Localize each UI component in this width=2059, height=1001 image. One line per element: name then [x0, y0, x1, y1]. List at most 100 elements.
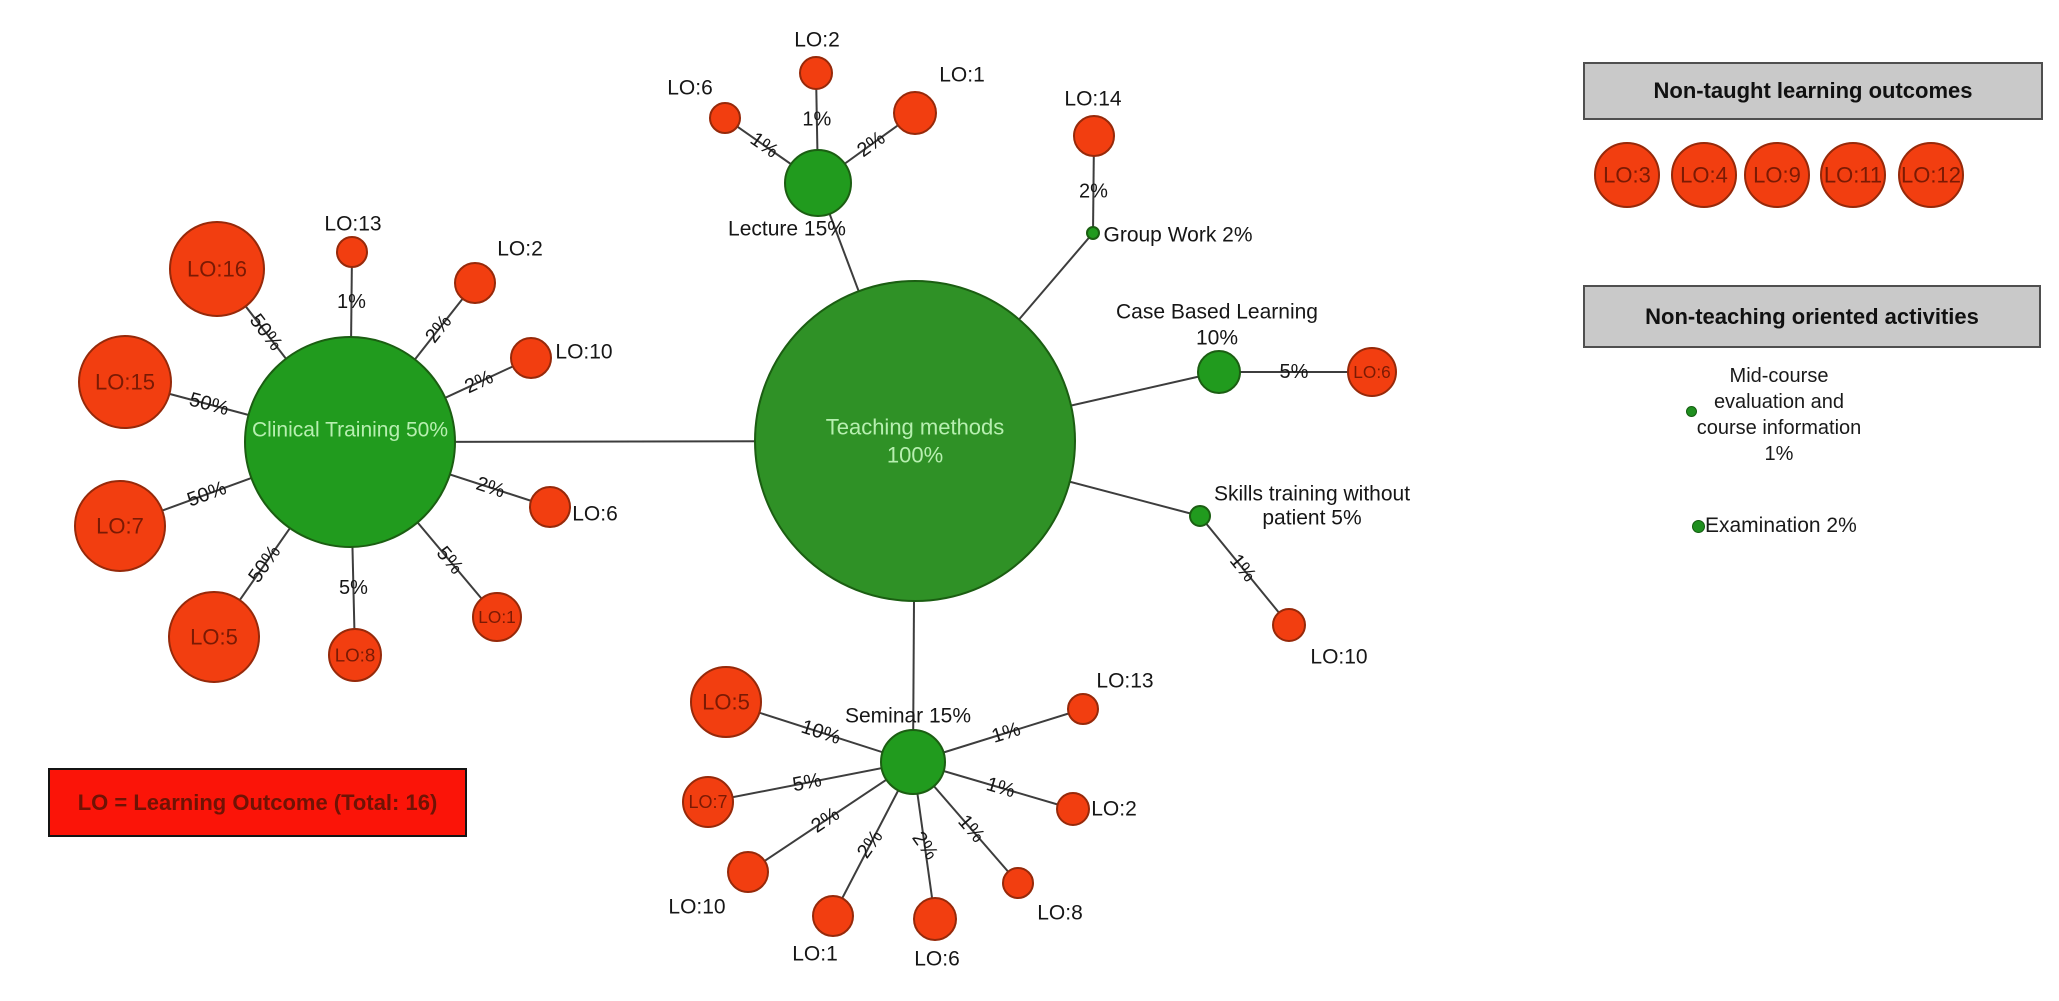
node-label-sem-lo6: LO:6	[914, 948, 960, 971]
node-clin-lo16	[169, 221, 265, 317]
midcourse-line-3: course information	[1696, 417, 1862, 439]
labels-layer: 1%1%2%2%5%1%50%1%50%2%2%2%50%50%5%5%10%5…	[95, 29, 1961, 971]
node-sem-lo10	[727, 851, 769, 893]
node-label-sem-lo8: LO:8	[1037, 902, 1083, 925]
legend-non-taught-box: Non-taught learning outcomes	[1583, 62, 2043, 120]
node-label-teaching: 100%	[887, 443, 943, 468]
node-clinical	[244, 336, 456, 548]
midcourse-line-2: evaluation and	[1713, 391, 1845, 413]
edge-label-clinical-clin-lo5: 50%	[244, 541, 285, 587]
legend-non-teaching-box: Non-teaching oriented activities	[1583, 285, 2041, 348]
node-label-sem-lo7: LO:7	[688, 792, 727, 812]
node-label-clin-lo7: LO:7	[96, 514, 144, 539]
edge-label-seminar-sem-lo10: 2%	[807, 803, 843, 837]
edge-label-seminar-sem-lo5: 10%	[799, 716, 844, 749]
node-label-seminar: Seminar 15%	[845, 705, 971, 728]
node-seminar	[880, 729, 946, 795]
edge-label-casebased-cbl-lo6: 5%	[1280, 361, 1309, 383]
node-label-lect-lo6: LO:6	[667, 77, 713, 100]
node-label-lect-lo1: LO:1	[939, 64, 985, 87]
node-label-clin-lo5: LO:5	[190, 625, 238, 650]
node-skills	[1189, 505, 1211, 527]
node-lect-lo2	[799, 56, 833, 90]
edge-label-clinical-clin-lo13: 1%	[337, 291, 366, 313]
edge-label-clinical-clin-lo16: 50%	[245, 310, 287, 355]
edge-label-clinical-clin-lo8: 5%	[339, 577, 368, 599]
node-label-nt-lo4: LO:4	[1680, 163, 1728, 188]
node-label-clin-lo1: LO:1	[478, 607, 515, 627]
edge-label-seminar-sem-lo1: 2%	[853, 826, 888, 862]
legend-non-teaching-title: Non-teaching oriented activities	[1645, 303, 1979, 329]
node-label-casebased: Case Based Learning	[1116, 301, 1318, 324]
edge-label-clinical-clin-lo6: 2%	[473, 473, 507, 503]
node-clin-lo2	[454, 262, 496, 304]
node-nt-lo11	[1820, 142, 1886, 208]
node-label-cbl-lo6: LO:6	[1353, 362, 1390, 382]
node-nt-lo3	[1594, 142, 1660, 208]
edge-label-seminar-sem-lo7: 5%	[791, 769, 824, 796]
node-label-clin-lo16: LO:16	[187, 257, 247, 282]
edge-label-clinical-clin-lo10: 2%	[461, 366, 497, 398]
node-clin-lo5	[168, 591, 260, 683]
edge-label-lecture-lect-lo2: 1%	[802, 109, 831, 131]
node-label-nt-lo9: LO:9	[1753, 163, 1801, 188]
node-label-sem-lo1: LO:1	[792, 943, 838, 966]
node-clin-lo6	[529, 486, 571, 528]
node-sem-lo2	[1056, 792, 1090, 826]
node-sem-lo8	[1002, 867, 1034, 899]
node-label-lecture: Lecture 15%	[728, 218, 846, 241]
node-gw-lo14	[1073, 115, 1115, 157]
node-clin-lo15	[78, 335, 172, 429]
node-groupwork	[1086, 226, 1100, 240]
node-sem-lo6	[913, 897, 957, 941]
node-label-gw-lo14: LO:14	[1064, 88, 1122, 111]
node-label-nt-lo3: LO:3	[1603, 163, 1651, 188]
note-text: LO = Learning Outcome (Total: 16)	[77, 789, 438, 815]
edge-label-groupwork-gw-lo14: 2%	[1079, 180, 1108, 202]
node-clin-lo13	[336, 236, 368, 268]
node-teaching	[754, 280, 1076, 602]
node-nt-lo9	[1744, 142, 1810, 208]
edge-label-clinical-clin-lo15: 50%	[187, 389, 232, 421]
node-casebased	[1197, 350, 1241, 394]
edge-label-seminar-sem-lo13: 1%	[989, 718, 1023, 748]
node-skills-lo10	[1272, 608, 1306, 642]
edge-seminar-sem-lo7	[707, 761, 914, 803]
edge-label-lecture-lect-lo6: 1%	[746, 128, 782, 163]
node-label-sem-lo2: LO:2	[1091, 798, 1137, 821]
node-sem-lo5	[690, 666, 762, 738]
node-clin-lo8	[328, 628, 382, 682]
node-label-casebased: 10%	[1196, 327, 1238, 350]
node-clin-lo7	[74, 480, 166, 572]
edge-label-seminar-sem-lo6: 2%	[907, 828, 942, 864]
node-lecture	[784, 149, 852, 217]
examination-dot-icon	[1692, 520, 1705, 533]
midcourse-item: Mid-course evaluation and course informa…	[1659, 363, 1899, 467]
node-label-clin-lo8: LO:8	[335, 645, 376, 666]
node-label-clinical: Clinical Training 50%	[252, 419, 448, 442]
node-label-groupwork: Group Work 2%	[1104, 224, 1253, 247]
node-label-sem-lo5: LO:5	[702, 690, 750, 715]
node-label-nt-lo11: LO:11	[1824, 163, 1882, 188]
node-nt-lo12	[1898, 142, 1964, 208]
node-nt-lo4	[1671, 142, 1737, 208]
edge-label-skills-skills-lo10: 1%	[1225, 550, 1260, 586]
node-sem-lo13	[1067, 693, 1099, 725]
edge-label-clinical-clin-lo2: 2%	[421, 311, 456, 347]
node-label-sem-lo13: LO:13	[1096, 670, 1153, 693]
node-clin-lo1	[472, 592, 522, 642]
node-label-skills: Skills training without	[1214, 483, 1410, 506]
nodes-layer	[74, 56, 1964, 941]
midcourse-dot-icon	[1686, 406, 1697, 417]
legend-non-taught-title: Non-taught learning outcomes	[1653, 78, 1973, 103]
node-label-clin-lo6: LO:6	[572, 503, 618, 526]
node-lect-lo1	[893, 91, 937, 135]
node-label-skills: patient 5%	[1262, 507, 1361, 530]
node-lect-lo6	[709, 102, 741, 134]
node-label-skills-lo10: LO:10	[1310, 646, 1367, 669]
node-label-clin-lo15: LO:15	[95, 370, 155, 395]
edge-label-seminar-sem-lo2: 1%	[984, 773, 1018, 802]
node-label-sem-lo10: LO:10	[668, 896, 725, 919]
